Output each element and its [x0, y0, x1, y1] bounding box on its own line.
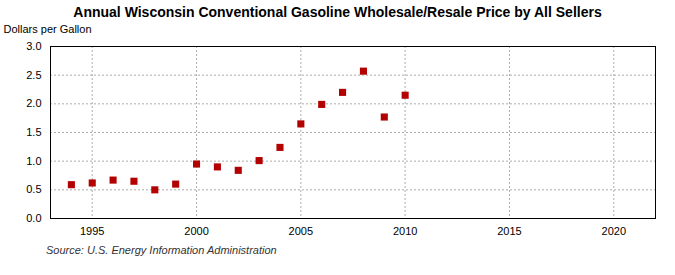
svg-text:0.5: 0.5 — [26, 183, 41, 195]
svg-text:1.0: 1.0 — [26, 155, 41, 167]
svg-text:1995: 1995 — [80, 225, 104, 237]
svg-text:2015: 2015 — [497, 225, 521, 237]
svg-text:2020: 2020 — [602, 225, 626, 237]
svg-text:Dollars per Gallon: Dollars per Gallon — [4, 23, 92, 35]
svg-text:2000: 2000 — [184, 225, 208, 237]
svg-text:2005: 2005 — [289, 225, 313, 237]
html-text:Source: U.S. Energy Informatio: Source: U.S. Energy Information Administ… — [46, 244, 277, 256]
svg-text:2010: 2010 — [393, 225, 417, 237]
svg-text:2.5: 2.5 — [26, 69, 41, 81]
svg-text:3.0: 3.0 — [26, 40, 41, 52]
svg-text:1.5: 1.5 — [26, 126, 41, 138]
html-text:Annual Wisconsin Conventional: Annual Wisconsin Conventional Gasoline W… — [73, 4, 602, 20]
svg-text:0.0: 0.0 — [26, 212, 41, 224]
svg-text:2.0: 2.0 — [26, 97, 41, 109]
